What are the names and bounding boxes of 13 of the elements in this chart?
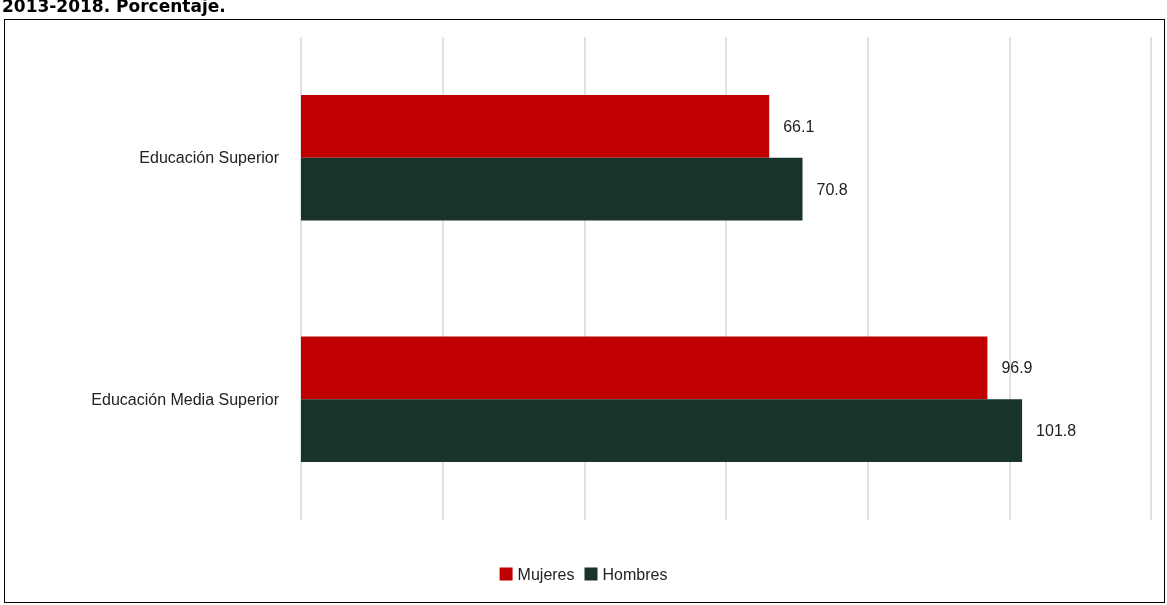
y-tick-label: Educación Media Superior xyxy=(91,390,280,408)
data-label: 101.8 xyxy=(1036,422,1077,440)
bar xyxy=(301,336,988,400)
bar xyxy=(301,399,1023,463)
text: 2013-2018. Porcentaje. xyxy=(2,0,226,16)
y-tick-label: Educación Superior xyxy=(139,149,280,167)
legend-label: Mujeres xyxy=(517,565,575,583)
bar xyxy=(301,94,770,158)
data-label: 66.1 xyxy=(783,117,815,135)
bar xyxy=(301,157,803,221)
data-label: 96.9 xyxy=(1001,359,1033,377)
legend-label: Hombres xyxy=(602,565,668,583)
data-label: 70.8 xyxy=(816,180,848,198)
